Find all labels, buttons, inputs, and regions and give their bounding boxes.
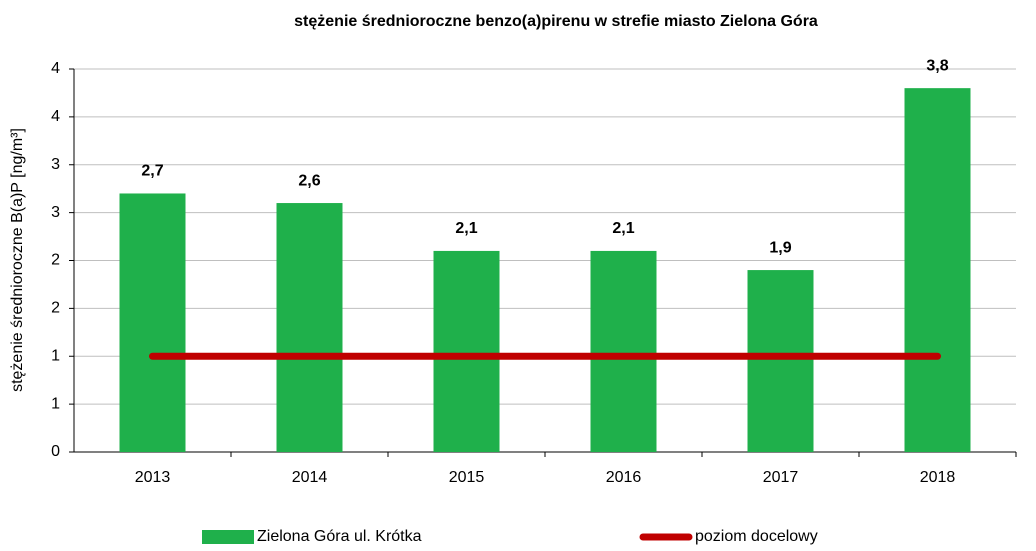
bar [119, 193, 186, 452]
x-tick-label: 2014 [292, 469, 328, 486]
bar [433, 250, 500, 452]
data-label: 2,6 [298, 172, 320, 189]
y-axis-label: stężenie średnioroczne B(a)P [ng/m³] [9, 128, 26, 392]
x-tick-label: 2015 [449, 469, 485, 486]
data-label: 2,1 [455, 220, 477, 237]
data-label: 2,1 [612, 220, 634, 237]
y-tick-label: 1 [51, 347, 60, 364]
y-tick-label: 4 [51, 60, 60, 77]
y-tick-label: 3 [51, 204, 60, 221]
x-tick-label: 2018 [920, 469, 956, 486]
legend-label: Zielona Góra ul. Krótka [257, 528, 422, 545]
y-tick-label: 1 [51, 395, 60, 412]
data-label: 2,7 [141, 163, 163, 180]
x-tick-label: 2013 [135, 469, 171, 486]
bar [590, 250, 657, 452]
data-label: 1,9 [769, 239, 791, 256]
y-tick-label: 0 [51, 443, 60, 460]
legend-swatch [202, 530, 254, 544]
bar [276, 203, 343, 452]
data-label: 3,8 [926, 57, 948, 74]
legend-label: poziom docelowy [695, 528, 818, 545]
x-tick-label: 2017 [763, 469, 799, 486]
y-tick-label: 4 [51, 108, 60, 125]
bar [904, 88, 971, 453]
y-tick-label: 2 [51, 252, 60, 269]
x-tick-label: 2016 [606, 469, 642, 486]
y-tick-label: 2 [51, 300, 60, 317]
y-tick-label: 3 [51, 156, 60, 173]
chart-title: stężenie średnioroczne benzo(a)pirenu w … [294, 13, 818, 30]
bar [747, 270, 814, 452]
